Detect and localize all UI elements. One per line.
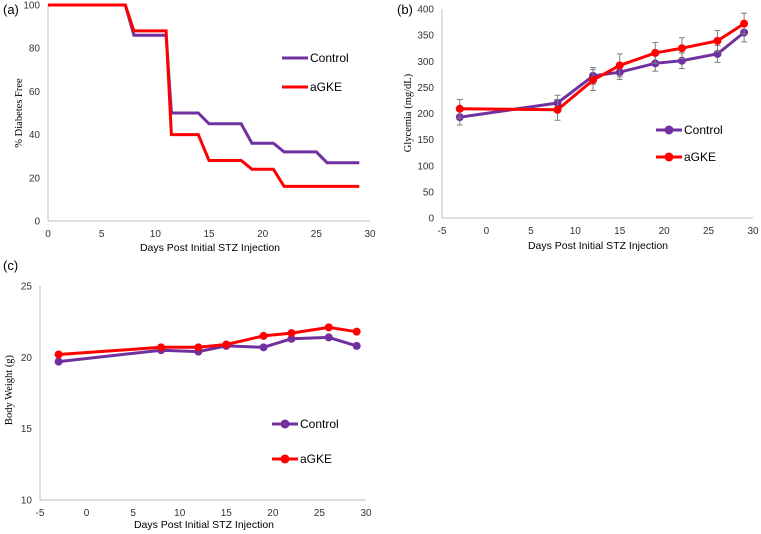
data-point-agke xyxy=(54,350,63,359)
legend-item-agke: aGKE xyxy=(272,452,332,466)
legend-marker-agke xyxy=(280,454,290,464)
legend-label-control: Control xyxy=(310,51,349,65)
y-axis-title: Body Weight (g) xyxy=(4,354,15,425)
x-tick-label: 25 xyxy=(703,226,715,237)
data-point-agke xyxy=(157,343,166,352)
x-tick-label: 10 xyxy=(570,226,582,237)
data-point-agke xyxy=(713,36,722,45)
y-tick-label: 100 xyxy=(417,161,434,172)
y-tick-label: 10 xyxy=(21,496,33,507)
y-tick-label: 400 xyxy=(417,5,434,16)
x-tick-label: -5 xyxy=(438,226,447,237)
data-point-control xyxy=(287,334,296,343)
y-tick-label: 150 xyxy=(417,135,434,146)
legend-item-agke: aGKE xyxy=(282,80,342,94)
data-point-agke xyxy=(589,76,598,85)
series-line-agke xyxy=(58,325,357,356)
y-tick-label: 60 xyxy=(29,87,41,98)
x-tick-label: 20 xyxy=(659,226,671,237)
data-point-agke xyxy=(651,48,660,57)
x-tick-label: -5 xyxy=(36,508,45,519)
y-tick-label: 80 xyxy=(29,44,41,55)
x-axis-title: Days Post Initial STZ Injection xyxy=(528,240,668,252)
panel-a-chart: (a) 0 5 10 15 20 25 30 0 20 40 60 80 100 Days Post Ini… xyxy=(3,1,376,255)
data-point-control xyxy=(54,357,63,366)
data-point-control xyxy=(352,341,361,350)
panel-c-chart: (c) -5 0 5 10 15 20 25 30 10 15 20 25 Days Post Initi… xyxy=(3,258,372,531)
y-tick-label: 25 xyxy=(21,282,33,293)
x-tick-label: 0 xyxy=(484,226,490,237)
legend-marker-agke xyxy=(664,152,674,162)
data-point-agke xyxy=(287,329,296,338)
y-axis-title: Glycemia (mg/dL) xyxy=(403,73,414,152)
legend-label-control: Control xyxy=(300,417,339,431)
y-tick-label: 20 xyxy=(29,173,41,184)
legend-label-agke: aGKE xyxy=(310,80,342,94)
data-point-agke xyxy=(222,340,231,349)
data-point-agke xyxy=(259,331,268,340)
x-tick-label: 5 xyxy=(130,508,136,519)
x-tick-label: 30 xyxy=(360,508,372,519)
y-tick-label: 250 xyxy=(417,83,434,94)
x-axis-title: Days Post Initial STZ Injection xyxy=(140,242,280,254)
data-point-control xyxy=(324,333,333,342)
x-tick-label: 15 xyxy=(203,229,215,240)
series-line-agke xyxy=(459,22,745,112)
data-point-control xyxy=(259,343,268,352)
data-point-agke xyxy=(615,61,624,70)
y-tick-label: 20 xyxy=(21,353,33,364)
x-tick-label: 15 xyxy=(221,508,233,519)
x-tick-label: 5 xyxy=(528,226,534,237)
x-tick-label: 20 xyxy=(257,229,269,240)
x-tick-label: 30 xyxy=(747,226,759,237)
legend-item-control: Control xyxy=(272,417,339,431)
data-point-agke xyxy=(455,104,464,113)
panel-label: (a) xyxy=(3,2,19,17)
series-line-agke xyxy=(48,3,360,188)
y-axis-title: % Diabetes Free xyxy=(14,78,25,148)
y-tick-label: 100 xyxy=(23,1,40,12)
legend-item-control: Control xyxy=(282,51,349,65)
series-line-control xyxy=(48,3,360,165)
legend-label-agke: aGKE xyxy=(684,150,716,164)
data-point-agke xyxy=(352,327,361,336)
series-line-control xyxy=(459,31,746,119)
y-tick-label: 0 xyxy=(428,214,434,225)
y-tick-label: 200 xyxy=(417,109,434,120)
y-tick-label: 300 xyxy=(417,57,434,68)
x-tick-label: 10 xyxy=(174,508,186,519)
x-tick-label: 0 xyxy=(45,229,51,240)
data-point-agke xyxy=(740,19,749,28)
legend-label-control: Control xyxy=(684,123,723,137)
legend-label-agke: aGKE xyxy=(300,452,332,466)
panel-label: (b) xyxy=(397,2,413,17)
legend-marker-control xyxy=(280,419,290,429)
x-tick-label: 25 xyxy=(314,508,326,519)
data-point-agke xyxy=(553,105,562,114)
series-line-control xyxy=(58,335,358,364)
data-point-control xyxy=(713,49,722,58)
x-tick-label: 30 xyxy=(364,229,376,240)
legend-item-agke: aGKE xyxy=(656,150,716,164)
y-tick-label: 0 xyxy=(34,217,40,228)
data-point-agke xyxy=(324,323,333,332)
y-tick-label: 50 xyxy=(423,187,435,198)
y-tick-label: 15 xyxy=(21,424,33,435)
x-tick-label: 20 xyxy=(267,508,279,519)
panel-b-chart: (b)-5 0 5 10 15 20 25 3005010015020025030035040… xyxy=(397,2,759,252)
data-point-agke xyxy=(194,343,203,352)
x-tick-label: 25 xyxy=(311,229,323,240)
x-tick-label: 10 xyxy=(150,229,162,240)
x-tick-label: 5 xyxy=(99,229,105,240)
y-tick-label: 350 xyxy=(417,31,434,42)
x-axis-title: Days Post Initial STZ Injection xyxy=(134,519,274,531)
x-tick-label: 0 xyxy=(84,508,90,519)
panel-label: (c) xyxy=(3,258,18,273)
legend-marker-control xyxy=(664,125,674,135)
data-point-agke xyxy=(677,44,686,53)
x-tick-label: 15 xyxy=(614,226,626,237)
y-tick-label: 40 xyxy=(29,130,41,141)
legend-item-control: Control xyxy=(656,123,723,137)
